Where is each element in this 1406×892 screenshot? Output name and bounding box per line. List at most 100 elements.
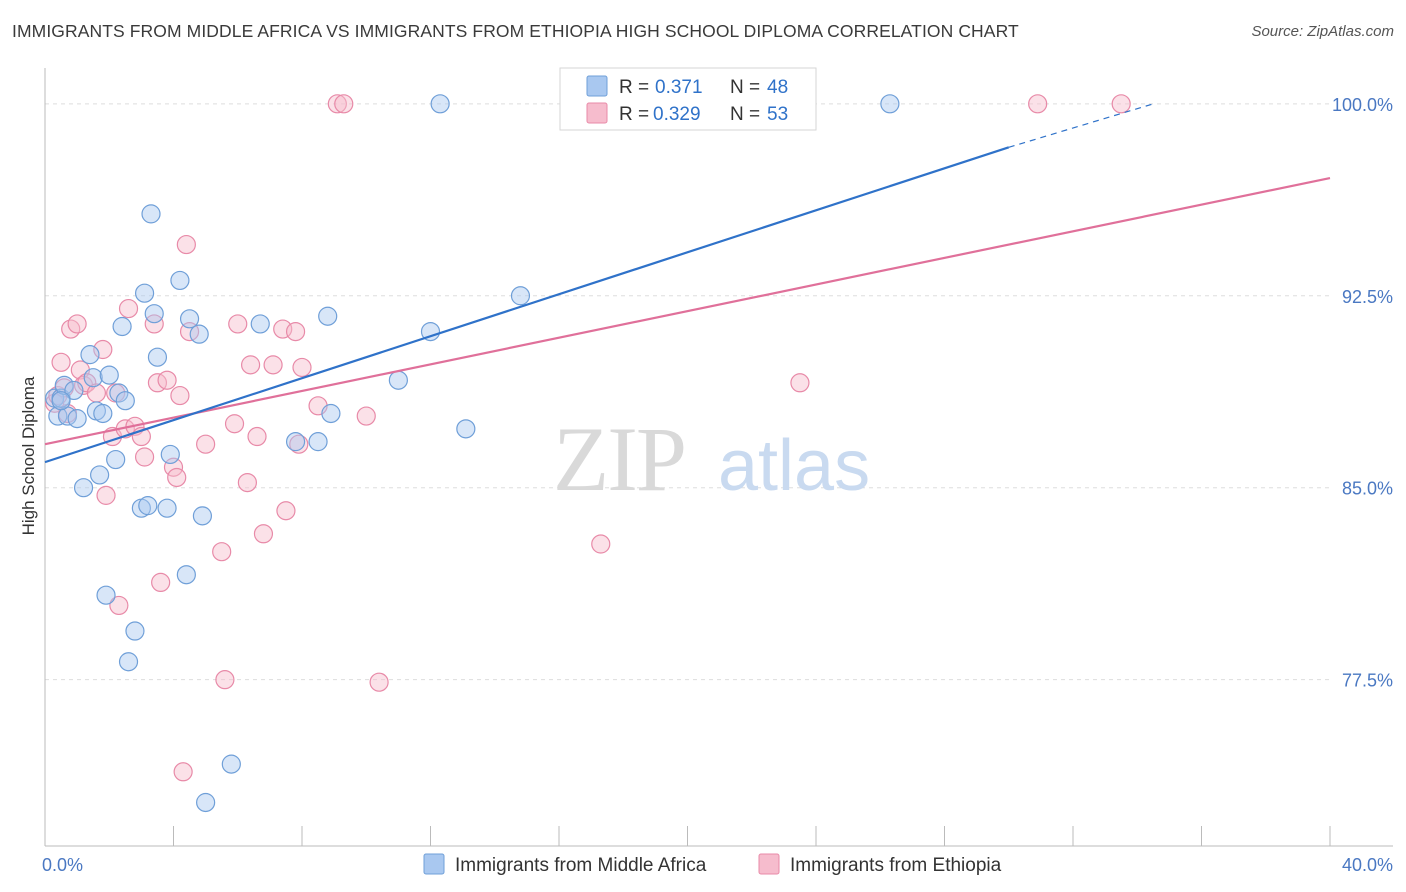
- ethiopia-point-51: [591, 534, 611, 554]
- legend-n-label-1: N =: [730, 77, 760, 98]
- y-tick-label-0: 77.5%: [1342, 671, 1393, 691]
- ethiopia-point-26: [167, 467, 187, 488]
- middle-africa-point-24: [144, 304, 164, 324]
- middle-africa-point-14: [106, 449, 126, 470]
- middle-africa-point-46: [51, 391, 71, 411]
- ethiopia-point-34: [224, 414, 245, 434]
- middle-africa-point-45: [308, 432, 328, 452]
- middle-africa-point-33: [196, 792, 216, 813]
- middle-africa-point-23: [141, 204, 161, 224]
- series-middle-africa-points: [45, 94, 900, 813]
- ethiopia-point-54: [1111, 94, 1131, 114]
- ethiopia-point-27: [170, 385, 190, 406]
- ethiopia-point-38: [247, 426, 267, 447]
- middle-africa-point-27: [160, 444, 180, 465]
- middle-africa-point-30: [179, 309, 200, 329]
- ethiopia-point-37: [241, 355, 261, 375]
- y-tick-labels: 77.5% 85.0% 92.5% 100.0%: [1332, 95, 1393, 691]
- ethiopia-point-33: [215, 670, 235, 690]
- legend-swatch-pink: [586, 102, 608, 124]
- middle-africa-point-11: [90, 465, 110, 485]
- middle-africa-point-32: [192, 506, 213, 526]
- ethiopia-point-50: [369, 672, 389, 692]
- middle-africa-point-29: [176, 565, 196, 585]
- middle-africa-point-13: [99, 365, 119, 385]
- watermark-zip: ZIP: [553, 408, 685, 510]
- x-tick-labels: 0.0% 40.0%: [42, 855, 1393, 875]
- middle-africa-point-47: [93, 403, 113, 424]
- bottom-legend-swatch-blue: [423, 853, 445, 875]
- legend-r-label-2: R =: [619, 104, 649, 125]
- middle-africa-point-26: [157, 498, 177, 518]
- ethiopia-point-31: [196, 434, 216, 454]
- y-tick-label-3: 100.0%: [1332, 95, 1393, 115]
- middle-africa-point-44: [880, 94, 900, 114]
- ethiopia-point-36: [237, 472, 257, 493]
- middle-africa-point-7: [73, 478, 94, 498]
- legend-n-value-1: 48: [767, 77, 788, 98]
- ethiopia-point-2: [51, 352, 71, 372]
- middle-africa-point-22: [138, 496, 158, 516]
- legend-n-label-2: N =: [730, 104, 760, 125]
- middle-africa-point-3: [54, 375, 74, 395]
- legend-swatch-blue: [586, 75, 608, 97]
- axes: [44, 68, 1393, 847]
- middle-africa-point-15: [109, 383, 129, 403]
- ethiopia-point-29: [176, 234, 196, 255]
- middle-africa-point-19: [125, 621, 145, 641]
- ethiopia-point-39: [253, 524, 274, 544]
- ethiopia-point-11: [93, 339, 113, 360]
- ethiopia-point-44: [289, 434, 309, 454]
- ethiopia-point-5: [61, 319, 81, 339]
- ethiopia-point-6: [67, 314, 87, 334]
- middle-africa-point-21: [134, 283, 155, 303]
- middle-africa-point-43: [510, 286, 531, 306]
- watermark: ZIP atlas: [553, 408, 870, 510]
- middle-africa-point-39: [388, 370, 408, 390]
- ethiopia-point-12: [96, 485, 116, 505]
- middle-africa-point-25: [147, 347, 168, 367]
- ethiopia-trend-line: [44, 176, 1331, 446]
- middle-africa-point-6: [67, 409, 87, 429]
- source-label: Source: ZipAtlas.com: [1251, 23, 1394, 40]
- ethiopia-point-32: [212, 542, 232, 562]
- middle-africa-point-9: [83, 368, 103, 388]
- ethiopia-point-17: [118, 298, 139, 319]
- middle-africa-point-41: [430, 94, 450, 114]
- ethiopia-point-24: [157, 370, 177, 390]
- ethiopia-point-40: [263, 355, 283, 375]
- ethiopia-point-15: [109, 595, 129, 616]
- middle-africa-point-37: [318, 306, 338, 326]
- legend-r-value-2: 0.329: [653, 104, 701, 125]
- ethiopia-point-43: [285, 321, 306, 342]
- middle-africa-point-34: [221, 754, 241, 774]
- legend-r-value-1: 0.371: [655, 77, 703, 98]
- ethiopia-point-53: [1028, 94, 1048, 114]
- ethiopia-point-52: [790, 373, 810, 393]
- middle-africa-point-36: [285, 432, 306, 452]
- middle-africa-point-18: [118, 652, 139, 672]
- y-tick-label-2: 92.5%: [1342, 287, 1393, 307]
- ethiopia-point-47: [327, 94, 347, 114]
- ethiopia-point-35: [228, 314, 248, 334]
- bottom-legend-label-middle-africa: Immigrants from Middle Africa: [455, 855, 707, 876]
- watermark-atlas: atlas: [718, 426, 870, 506]
- middle-africa-point-38: [321, 403, 341, 424]
- middle-africa-trend-line: [44, 146, 1010, 464]
- ethiopia-point-23: [151, 572, 171, 593]
- ethiopia-point-20: [134, 447, 155, 467]
- middle-africa-point-17: [115, 391, 135, 411]
- middle-africa-point-5: [64, 380, 84, 401]
- ethiopia-point-21: [144, 314, 164, 334]
- middle-africa-point-28: [170, 270, 190, 291]
- middle-africa-point-8: [80, 345, 100, 365]
- series-ethiopia-points: [45, 94, 1131, 782]
- chart-title: IMMIGRANTS FROM MIDDLE AFRICA VS IMMIGRA…: [12, 21, 1019, 41]
- middle-africa-trend-extension: [1008, 103, 1154, 148]
- bottom-legend-swatch-pink: [758, 853, 780, 875]
- ethiopia-point-42: [276, 501, 296, 521]
- ethiopia-point-48: [334, 94, 354, 114]
- middle-africa-point-31: [189, 324, 209, 344]
- x-tick-label-1: 40.0%: [1342, 855, 1393, 875]
